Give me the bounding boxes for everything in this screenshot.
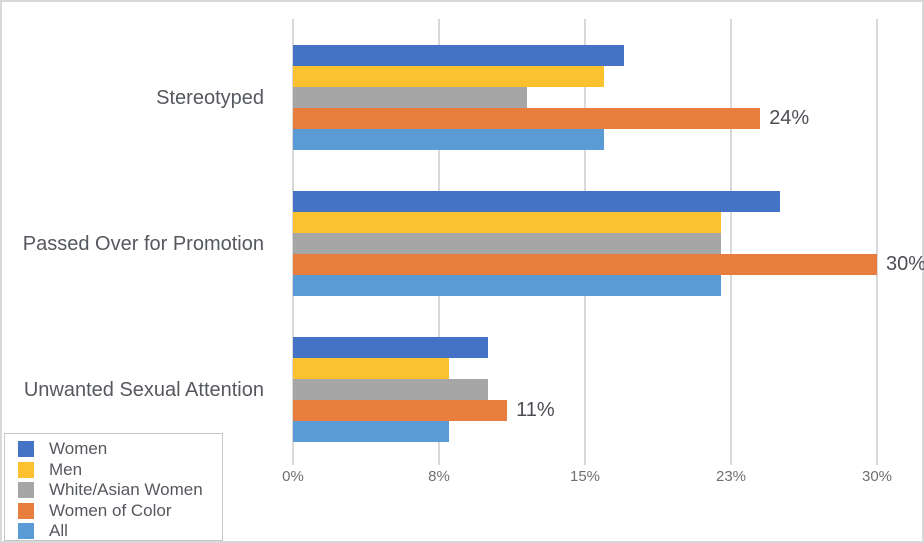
tick-mark <box>438 457 440 465</box>
tick-mark <box>876 457 878 465</box>
legend-swatch <box>18 441 34 458</box>
gridline-23% <box>730 19 732 457</box>
legend-label: All <box>49 521 68 541</box>
legend-item-all: All <box>18 521 222 542</box>
gridline-30% <box>876 19 878 457</box>
bar-all-3 <box>293 421 449 442</box>
bar-white-asian-women-3 <box>293 379 488 400</box>
data-label: 11% <box>516 399 555 421</box>
bar-women-3 <box>293 337 488 358</box>
bar-women-2 <box>293 191 780 212</box>
bar-women-of-color-2 <box>293 254 877 275</box>
tick-mark <box>584 457 586 465</box>
category-label: Stereotyped <box>156 86 264 109</box>
legend-item-women-of-color: Women of Color <box>18 501 222 522</box>
bar-men-2 <box>293 212 722 233</box>
legend-swatch <box>18 523 34 540</box>
legend-item-men: Men <box>18 460 222 481</box>
legend-label: White/Asian Women <box>49 480 203 500</box>
category-label: Unwanted Sexual Attention <box>23 378 264 401</box>
tick-mark <box>292 457 294 465</box>
x-tick-label: 0% <box>282 468 304 485</box>
tick-mark <box>730 457 732 465</box>
legend-label: Men <box>49 459 83 479</box>
bar-men-1 <box>293 66 605 87</box>
data-label: 24% <box>769 107 810 129</box>
bar-all-2 <box>293 275 722 296</box>
bar-white-asian-women-1 <box>293 87 527 108</box>
x-tick-label: 30% <box>861 468 893 485</box>
x-tick-label: 15% <box>569 468 601 485</box>
bar-men-3 <box>293 358 449 379</box>
legend-swatch <box>18 502 34 519</box>
bar-women-of-color-1 <box>293 108 761 129</box>
x-tick-label: 8% <box>428 468 450 485</box>
bar-all-1 <box>293 129 605 150</box>
bar-women-of-color-3 <box>293 400 508 421</box>
legend-label: Women of Color <box>49 500 172 520</box>
category-label: Passed Over for Promotion <box>22 232 264 255</box>
legend: Women Men White/Asian Women Women of Color A… <box>4 433 223 541</box>
legend-swatch <box>18 461 34 478</box>
legend-label: Women <box>49 439 108 459</box>
x-tick-label: 23% <box>715 468 747 485</box>
data-label: 30% <box>886 253 924 275</box>
legend-item-women: Women <box>18 439 222 460</box>
legend-item-white-asian-women: White/Asian Women <box>18 480 222 501</box>
bar-white-asian-women-2 <box>293 233 722 254</box>
bar-women-1 <box>293 45 624 66</box>
legend-swatch <box>18 482 34 499</box>
